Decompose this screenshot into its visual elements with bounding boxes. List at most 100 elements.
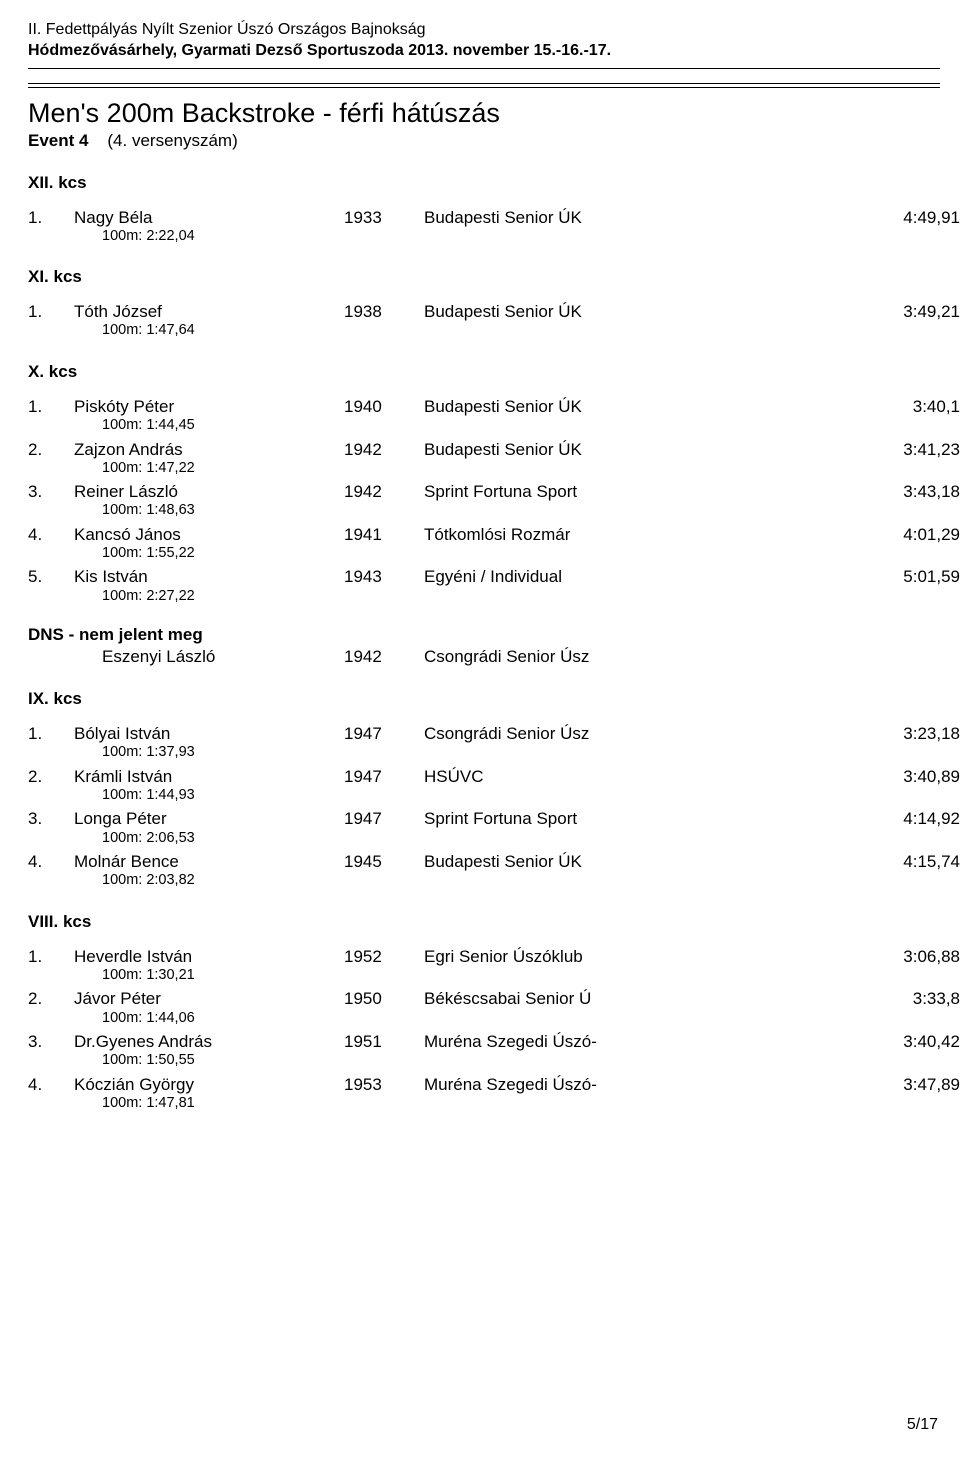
col-place: 2. (28, 988, 74, 1009)
col-place: 4. (28, 524, 74, 545)
col-place: 1. (28, 946, 74, 967)
category-heading: VIII. kcs (28, 912, 960, 932)
category-heading: X. kcs (28, 362, 960, 382)
result-row: 1.Tóth József1938Budapesti Senior ÚK3:49… (28, 301, 960, 322)
result-row: 3.Dr.Gyenes András1951Muréna Szegedi Úsz… (28, 1031, 960, 1052)
split-time: 100m: 2:06,53 (28, 830, 960, 847)
dns-row: Eszenyi László1942Csongrádi Senior Úsz (28, 647, 960, 667)
col-year: 1953 (344, 1074, 424, 1095)
event-sub-paren: (4. versenyszám) (107, 131, 237, 150)
col-year: 1947 (344, 766, 424, 787)
header-line2: Hódmezővásárhely, Gyarmati Dezső Sportus… (28, 41, 960, 62)
dns-heading: DNS - nem jelent meg (28, 625, 960, 645)
col-name: Zajzon András (74, 439, 344, 460)
split-time: 100m: 1:47,64 (28, 322, 960, 339)
col-time: 3:47,89 (870, 1074, 960, 1095)
col-year: 1933 (344, 207, 424, 228)
result-row: 2.Jávor Péter1950Békéscsabai Senior Ú3:3… (28, 988, 960, 1009)
col-year: 1942 (344, 481, 424, 502)
col-name: Heverdle István (74, 946, 344, 967)
col-name: Bólyai István (74, 723, 344, 744)
col-name: Krámli István (74, 766, 344, 787)
header-rule (28, 68, 940, 69)
split-time: 100m: 1:50,55 (28, 1052, 960, 1069)
col-time: 3:43,18 (870, 481, 960, 502)
col-year: 1952 (344, 946, 424, 967)
col-time: 4:15,74 (870, 851, 960, 872)
col-place: 4. (28, 851, 74, 872)
page-number: 5/17 (907, 1416, 938, 1434)
col-time: 3:06,88 (870, 946, 960, 967)
col-club: Sprint Fortuna Sport (424, 481, 870, 502)
col-club: Budapesti Senior ÚK (424, 439, 870, 460)
dns-name: Eszenyi László (28, 647, 344, 667)
col-place: 3. (28, 808, 74, 829)
col-name: Kis István (74, 566, 344, 587)
col-place: 5. (28, 566, 74, 587)
col-year: 1941 (344, 524, 424, 545)
split-time: 100m: 1:44,45 (28, 417, 960, 434)
col-place: 1. (28, 301, 74, 322)
result-row: 2.Krámli István1947HSÚVC3:40,89 (28, 766, 960, 787)
col-club: Budapesti Senior ÚK (424, 301, 870, 322)
col-year: 1947 (344, 723, 424, 744)
result-row: 5.Kis István1943Egyéni / Individual5:01,… (28, 566, 960, 587)
col-time: 3:33,8 (870, 988, 960, 1009)
split-time: 100m: 2:03,82 (28, 872, 960, 889)
header-line1: II. Fedettpályás Nyílt Szenior Úszó Orsz… (28, 20, 960, 41)
col-club: Budapesti Senior ÚK (424, 851, 870, 872)
col-club: Egyéni / Individual (424, 566, 870, 587)
col-place: 3. (28, 1031, 74, 1052)
col-year: 1942 (344, 439, 424, 460)
col-name: Tóth József (74, 301, 344, 322)
split-time: 100m: 1:44,06 (28, 1010, 960, 1027)
col-time: 5:01,59 (870, 566, 960, 587)
split-time: 100m: 1:37,93 (28, 744, 960, 761)
col-time: 3:41,23 (870, 439, 960, 460)
col-time: 3:40,42 (870, 1031, 960, 1052)
col-club: Sprint Fortuna Sport (424, 808, 870, 829)
result-row: 4.Kóczián György1953Muréna Szegedi Úszó-… (28, 1074, 960, 1095)
col-place: 3. (28, 481, 74, 502)
col-time: 3:49,21 (870, 301, 960, 322)
col-time: 4:49,91 (870, 207, 960, 228)
dns-club: Csongrádi Senior Úsz (424, 647, 960, 667)
col-year: 1947 (344, 808, 424, 829)
col-year: 1938 (344, 301, 424, 322)
result-row: 4.Kancsó János1941Tótkomlósi Rozmár4:01,… (28, 524, 960, 545)
results-body: XII. kcs1.Nagy Béla1933Budapesti Senior … (28, 173, 960, 1113)
result-row: 2.Zajzon András1942Budapesti Senior ÚK3:… (28, 439, 960, 460)
col-name: Molnár Bence (74, 851, 344, 872)
split-time: 100m: 1:48,63 (28, 502, 960, 519)
col-club: Budapesti Senior ÚK (424, 207, 870, 228)
col-time: 4:01,29 (870, 524, 960, 545)
col-club: Muréna Szegedi Úszó- (424, 1031, 870, 1052)
result-row: 1.Bólyai István1947Csongrádi Senior Úsz3… (28, 723, 960, 744)
col-place: 1. (28, 396, 74, 417)
col-club: Muréna Szegedi Úszó- (424, 1074, 870, 1095)
result-row: 1.Heverdle István1952Egri Senior Úszóklu… (28, 946, 960, 967)
split-time: 100m: 1:55,22 (28, 545, 960, 562)
col-name: Kóczián György (74, 1074, 344, 1095)
event-rule-top (28, 83, 940, 84)
col-place: 2. (28, 766, 74, 787)
col-name: Jávor Péter (74, 988, 344, 1009)
split-time: 100m: 1:47,81 (28, 1095, 960, 1112)
page: II. Fedettpályás Nyílt Szenior Úszó Orsz… (0, 0, 960, 1458)
col-year: 1943 (344, 566, 424, 587)
col-time: 3:23,18 (870, 723, 960, 744)
split-time: 100m: 2:22,04 (28, 228, 960, 245)
split-time: 100m: 1:44,93 (28, 787, 960, 804)
event-rule-bottom (28, 87, 940, 88)
dns-year: 1942 (344, 647, 424, 667)
col-name: Longa Péter (74, 808, 344, 829)
result-row: 4.Molnár Bence1945Budapesti Senior ÚK4:1… (28, 851, 960, 872)
split-time: 100m: 2:27,22 (28, 588, 960, 605)
col-place: 2. (28, 439, 74, 460)
col-club: Csongrádi Senior Úsz (424, 723, 870, 744)
col-club: HSÚVC (424, 766, 870, 787)
col-club: Budapesti Senior ÚK (424, 396, 870, 417)
result-row: 3.Reiner László1942Sprint Fortuna Sport3… (28, 481, 960, 502)
col-name: Reiner László (74, 481, 344, 502)
category-heading: XI. kcs (28, 267, 960, 287)
